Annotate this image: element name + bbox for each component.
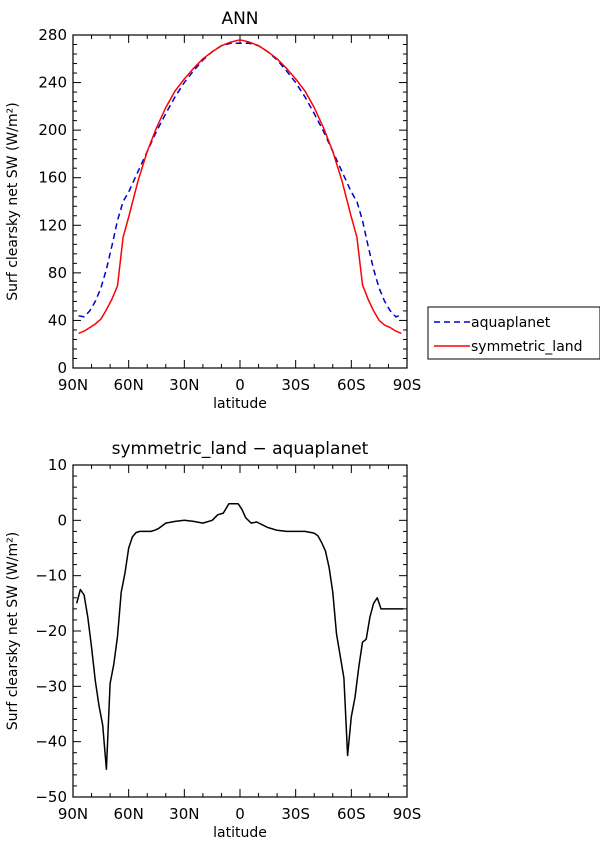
chart-title: ANN [221, 9, 258, 29]
y-tick-label: −50 [35, 788, 67, 806]
x-tick-label: 90S [393, 805, 422, 823]
x-tick-label: 60N [114, 805, 144, 823]
x-tick-label: 90N [58, 376, 88, 394]
y-tick-label: −30 [35, 677, 67, 695]
x-tick-label: 90S [393, 376, 422, 394]
y-tick-label: 0 [57, 511, 67, 529]
y-tick-label: 240 [38, 74, 67, 92]
x-tick-label: 30N [169, 805, 199, 823]
series-line-difference [75, 502, 404, 771]
y-tick-label: −10 [35, 567, 67, 585]
y-tick-label: −40 [35, 733, 67, 751]
legend: aquaplanet symmetric_land [427, 306, 600, 360]
y-tick-label: 80 [48, 264, 67, 282]
x-axis-label: latitude [213, 825, 267, 841]
x-tick-label: 30N [169, 376, 199, 394]
y-tick-label: 160 [38, 169, 67, 187]
y-tick-label: 40 [48, 311, 67, 329]
y-tick-label: −20 [35, 622, 67, 640]
bottom-panel: symmetric_land − aquaplanet 90N 60N 30N 0 30S… [5, 439, 421, 841]
chart-title: symmetric_land − aquaplanet [112, 439, 369, 459]
x-tick-label: 0 [235, 376, 245, 394]
x-tick-label: 30S [281, 376, 310, 394]
y-axis-label: Surf clearsky net SW (W/m²) [5, 532, 21, 730]
legend-label-aquaplanet: aquaplanet [471, 315, 551, 331]
y-tick-label: 120 [38, 216, 67, 234]
y-tick-label: 10 [48, 456, 67, 474]
x-tick-label: 60S [337, 805, 366, 823]
x-tick-label: 60N [114, 376, 144, 394]
legend-label-symmetric_land: symmetric_land [471, 339, 583, 355]
plot-frame [72, 464, 408, 798]
plot-frame [72, 34, 408, 369]
y-axis-label: Surf clearsky net SW (W/m²) [5, 102, 21, 300]
y-tick-label: 280 [38, 26, 67, 44]
x-tick-label: 60S [337, 376, 366, 394]
y-tick-label: 200 [38, 121, 67, 139]
x-tick-label: 0 [235, 805, 245, 823]
series-line-symmetric_land [78, 39, 402, 335]
series-line-aquaplanet [78, 42, 402, 318]
x-tick-label: 30S [281, 805, 310, 823]
y-tick-label: 0 [57, 359, 67, 377]
legend-box [427, 306, 600, 360]
top-panel: ANN 90N 60N 30N 0 30S 60S 90S 0 40 80 120 160 200 240 2… [5, 9, 421, 412]
x-axis-label: latitude [213, 396, 267, 412]
x-tick-label: 90N [58, 805, 88, 823]
